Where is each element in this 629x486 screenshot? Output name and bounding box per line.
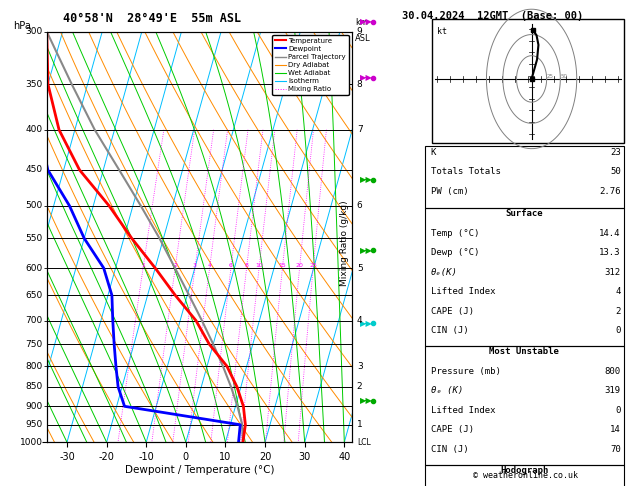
Text: 2: 2 [615, 307, 621, 316]
X-axis label: Dewpoint / Temperature (°C): Dewpoint / Temperature (°C) [125, 465, 274, 475]
Text: 25: 25 [547, 74, 554, 79]
Bar [425, 208, 623, 346]
Text: 0: 0 [615, 406, 621, 415]
Text: 1: 1 [357, 420, 362, 429]
Text: 70: 70 [610, 445, 621, 454]
Text: Lifted Index: Lifted Index [431, 287, 495, 296]
Bar [425, 346, 623, 465]
Text: 20: 20 [296, 263, 304, 268]
Text: © weatheronline.co.uk: © weatheronline.co.uk [472, 471, 577, 480]
Text: 4: 4 [357, 316, 362, 325]
Text: ▶▶: ▶▶ [360, 397, 373, 405]
Text: 900: 900 [25, 402, 43, 411]
Text: PW (cm): PW (cm) [431, 187, 468, 196]
Text: CIN (J): CIN (J) [431, 326, 468, 335]
Text: 25: 25 [309, 263, 317, 268]
Text: 6: 6 [357, 201, 362, 210]
Text: θₑ (K): θₑ (K) [431, 386, 463, 396]
Text: km: km [355, 18, 369, 28]
Text: 7: 7 [357, 125, 362, 134]
Legend: Temperature, Dewpoint, Parcel Trajectory, Dry Adiabat, Wet Adiabat, Isotherm, Mi: Temperature, Dewpoint, Parcel Trajectory… [272, 35, 348, 95]
Text: 500: 500 [25, 201, 43, 210]
Text: 319: 319 [604, 386, 621, 396]
Text: ▶▶: ▶▶ [360, 246, 373, 255]
Text: ASL: ASL [355, 34, 371, 43]
Text: ▶▶: ▶▶ [360, 319, 373, 328]
Bar [425, 146, 623, 208]
Text: 14.4: 14.4 [599, 229, 621, 238]
Text: 2: 2 [357, 382, 362, 391]
Text: Mixing Ratio (g/kg): Mixing Ratio (g/kg) [340, 200, 349, 286]
Text: Temp (°C): Temp (°C) [431, 229, 479, 238]
Text: 2: 2 [173, 263, 177, 268]
Text: K: K [431, 148, 436, 157]
Text: 30.04.2024  12GMT  (Base: 00): 30.04.2024 12GMT (Base: 00) [401, 11, 583, 21]
Text: 750: 750 [25, 340, 43, 348]
Text: 40°58'N  28°49'E  55m ASL: 40°58'N 28°49'E 55m ASL [63, 12, 241, 25]
Text: 3: 3 [193, 263, 197, 268]
Bar [425, 465, 623, 486]
Text: ▶▶: ▶▶ [360, 73, 373, 82]
Text: ▶▶: ▶▶ [360, 17, 373, 26]
Text: kt: kt [438, 27, 447, 36]
Text: Surface: Surface [506, 209, 543, 219]
Text: 1000: 1000 [19, 438, 43, 447]
Text: Pressure (mb): Pressure (mb) [431, 367, 501, 376]
Text: 800: 800 [604, 367, 621, 376]
Text: 800: 800 [25, 362, 43, 371]
Text: ▶▶: ▶▶ [360, 175, 373, 184]
Text: LCL: LCL [357, 438, 370, 447]
Text: 8: 8 [357, 80, 362, 88]
Text: 15: 15 [279, 263, 286, 268]
Text: 350: 350 [25, 80, 43, 88]
Text: 9: 9 [357, 27, 362, 36]
Text: 1: 1 [141, 263, 145, 268]
Text: Hodograph: Hodograph [500, 466, 548, 475]
Text: 650: 650 [25, 291, 43, 300]
Text: 4: 4 [208, 263, 211, 268]
Text: 450: 450 [25, 165, 43, 174]
Text: 700: 700 [25, 316, 43, 325]
Text: 3: 3 [357, 362, 362, 371]
Text: 550: 550 [25, 234, 43, 243]
Text: 13.3: 13.3 [599, 248, 621, 258]
Text: 312: 312 [604, 268, 621, 277]
Text: 2.76: 2.76 [599, 187, 621, 196]
Text: 5: 5 [357, 263, 362, 273]
Text: 400: 400 [25, 125, 43, 134]
Text: CAPE (J): CAPE (J) [431, 307, 474, 316]
Text: 4: 4 [615, 287, 621, 296]
Text: 950: 950 [25, 420, 43, 429]
Text: CAPE (J): CAPE (J) [431, 425, 474, 434]
Text: 0: 0 [615, 326, 621, 335]
Text: 50: 50 [560, 74, 567, 79]
Bar [432, 19, 623, 143]
Text: 23: 23 [610, 148, 621, 157]
Text: 6: 6 [229, 263, 233, 268]
Text: hPa: hPa [14, 21, 31, 31]
Text: 14: 14 [610, 425, 621, 434]
Text: 300: 300 [25, 27, 43, 36]
Text: 850: 850 [25, 382, 43, 391]
Text: Totals Totals: Totals Totals [431, 167, 501, 176]
Text: 50: 50 [610, 167, 621, 176]
Text: Dewp (°C): Dewp (°C) [431, 248, 479, 258]
Text: Most Unstable: Most Unstable [489, 347, 559, 357]
Text: θₑ(K): θₑ(K) [431, 268, 457, 277]
Text: 10: 10 [255, 263, 263, 268]
Text: 600: 600 [25, 263, 43, 273]
Text: CIN (J): CIN (J) [431, 445, 468, 454]
Text: Lifted Index: Lifted Index [431, 406, 495, 415]
Text: 8: 8 [245, 263, 248, 268]
